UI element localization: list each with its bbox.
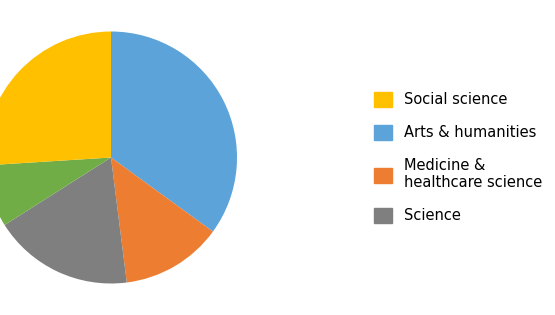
Wedge shape — [4, 158, 127, 284]
Wedge shape — [0, 158, 111, 225]
Wedge shape — [111, 32, 237, 232]
Wedge shape — [0, 32, 111, 165]
Legend: Social science, Arts & humanities, Medicine &
healthcare science, Science: Social science, Arts & humanities, Medic… — [369, 86, 548, 229]
Wedge shape — [111, 158, 213, 283]
